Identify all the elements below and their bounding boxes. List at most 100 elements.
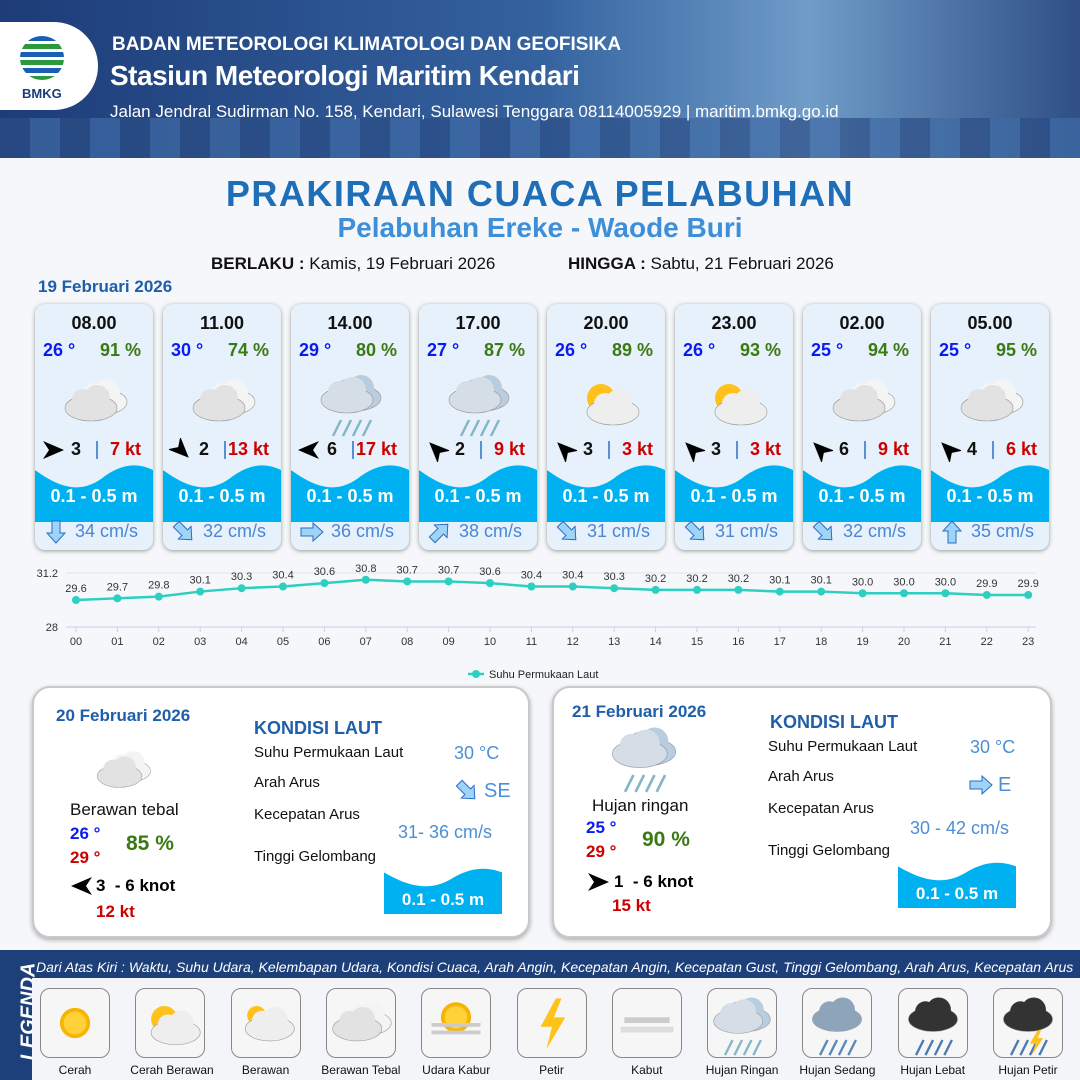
current-speed: 31 cm/s [715,521,779,541]
wind-direction-icon [70,874,94,903]
wave-height: 0.1 - 0.5 m [401,890,485,909]
petir-icon [516,988,587,1058]
hujan-ringan-icon [443,366,515,438]
data-point [403,577,412,586]
data-label: 30.0 [893,576,914,588]
time: 20.00 [583,313,629,333]
data-point [610,584,619,593]
x-tick: 04 [235,636,247,648]
forecast-card: 14.00 29 ° 80 % 6 17 kt 0.1 - 0.5 m 36 c… [291,304,409,550]
temperature: 25 ° [811,340,844,360]
x-tick: 22 [981,636,993,648]
wave-shape [547,462,665,522]
data-label: 30.4 [521,570,542,582]
humidity: 91 % [99,340,141,360]
gust-speed: 3 kt [749,439,781,459]
humidity: 93 % [739,340,781,360]
current-direction-label: Arah Arus [768,768,834,785]
x-tick: 13 [608,636,620,648]
temperature: 27 ° [427,340,460,360]
wind-speed: 3 [711,439,722,459]
data-label: 30.6 [479,566,500,578]
cerah-icon [40,988,110,1058]
data-point [72,596,80,604]
wind-speed: 6 [327,439,338,459]
data-label: 29.9 [976,578,997,590]
current-direction-icon [968,772,994,803]
cerah-berawan-icon [135,988,206,1058]
temp-min: 25 ° [586,818,617,837]
valid-to: HINGGA : Sabtu, 21 Februari 2026 [568,254,834,273]
data-label: 29.9 [1017,578,1038,590]
org-name: BADAN METEOROLOGI KLIMATOLOGI DAN GEOFIS… [112,34,622,55]
cerah-berawan-icon [699,366,771,438]
data-point [279,582,287,591]
humidity: 74 % [227,340,269,360]
gust-speed: 17 kt [355,439,397,459]
berawan-tebal-icon [187,366,259,438]
temperature: 25 ° [939,340,972,360]
data-label: 30.8 [355,563,376,575]
wave-shape [803,462,921,522]
legend-item: Cerah [35,988,115,1077]
gust-speed: 9 kt [877,439,909,459]
x-tick: 00 [70,636,82,648]
data-point [1024,590,1033,599]
forecast-card: 23.00 26 ° 93 % 3 3 kt 0.1 - 0.5 m 31 cm… [675,304,793,550]
wind-direction-icon [681,438,707,464]
gust-speed: 6 kt [1005,439,1037,459]
kabut-icon [611,988,682,1058]
berawan-tebal-icon [827,366,899,438]
wave-shape [163,462,281,522]
weather-condition: Berawan tebal [70,800,179,819]
data-point [775,587,784,596]
gust-speed: 15 kt [612,896,651,915]
current-speed: 32 cm/s [203,521,267,541]
current-speed: 36 cm/s [331,521,395,541]
hujan-lebat-icon [897,988,968,1058]
x-tick: 12 [567,636,579,648]
wave-shape [35,462,153,522]
legend-item: Hujan Ringan [702,988,782,1077]
wind-direction-icon [937,438,963,464]
legend-item: Berawan [226,988,306,1077]
data-point [568,582,577,591]
current-speed: 31- 36 cm/s [398,822,493,842]
time: 23.00 [711,313,757,333]
weather-condition: Hujan ringan [592,796,689,815]
x-tick: 19 [856,636,868,648]
x-tick: 11 [526,636,537,648]
temperature: 26 ° [555,340,588,360]
humidity: 89 % [611,340,653,360]
x-tick: 08 [401,636,413,648]
time: 11.00 [199,313,245,333]
data-point [154,592,163,601]
current-speed: 32 cm/s [843,521,907,541]
gust-speed: 12 kt [96,902,135,921]
current-speed: 34 cm/s [75,521,139,541]
data-label: 30.7 [438,564,459,576]
gust-speed: 9 kt [493,439,525,459]
wind-speed: 3 [583,439,594,459]
hujan-petir-icon [993,988,1063,1058]
data-label: 29.7 [107,581,128,593]
data-label: 30.2 [686,573,707,585]
berawan-tebal-icon [59,366,131,438]
temperature: 26 ° [43,340,76,360]
legend-item: Udara Kabur [416,988,496,1077]
wind-direction-icon [41,438,64,460]
wind-direction-icon [297,438,319,460]
address: Jalan Jendral Sudirman No. 158, Kendari,… [110,102,839,121]
bmkg-logo: BMKG [0,22,98,110]
data-point [361,575,370,584]
wave-shape [419,462,537,522]
temp-min: 26 ° [70,824,101,843]
x-tick: 15 [691,636,703,648]
current-direction-label: Arah Arus [254,774,320,791]
time: 17.00 [455,313,501,333]
hujan-ringan-icon [707,988,778,1058]
wave-shape [931,462,1049,522]
wave-shape [291,462,409,522]
gust-speed: 13 kt [227,439,269,459]
cerah-berawan-icon [571,366,643,438]
